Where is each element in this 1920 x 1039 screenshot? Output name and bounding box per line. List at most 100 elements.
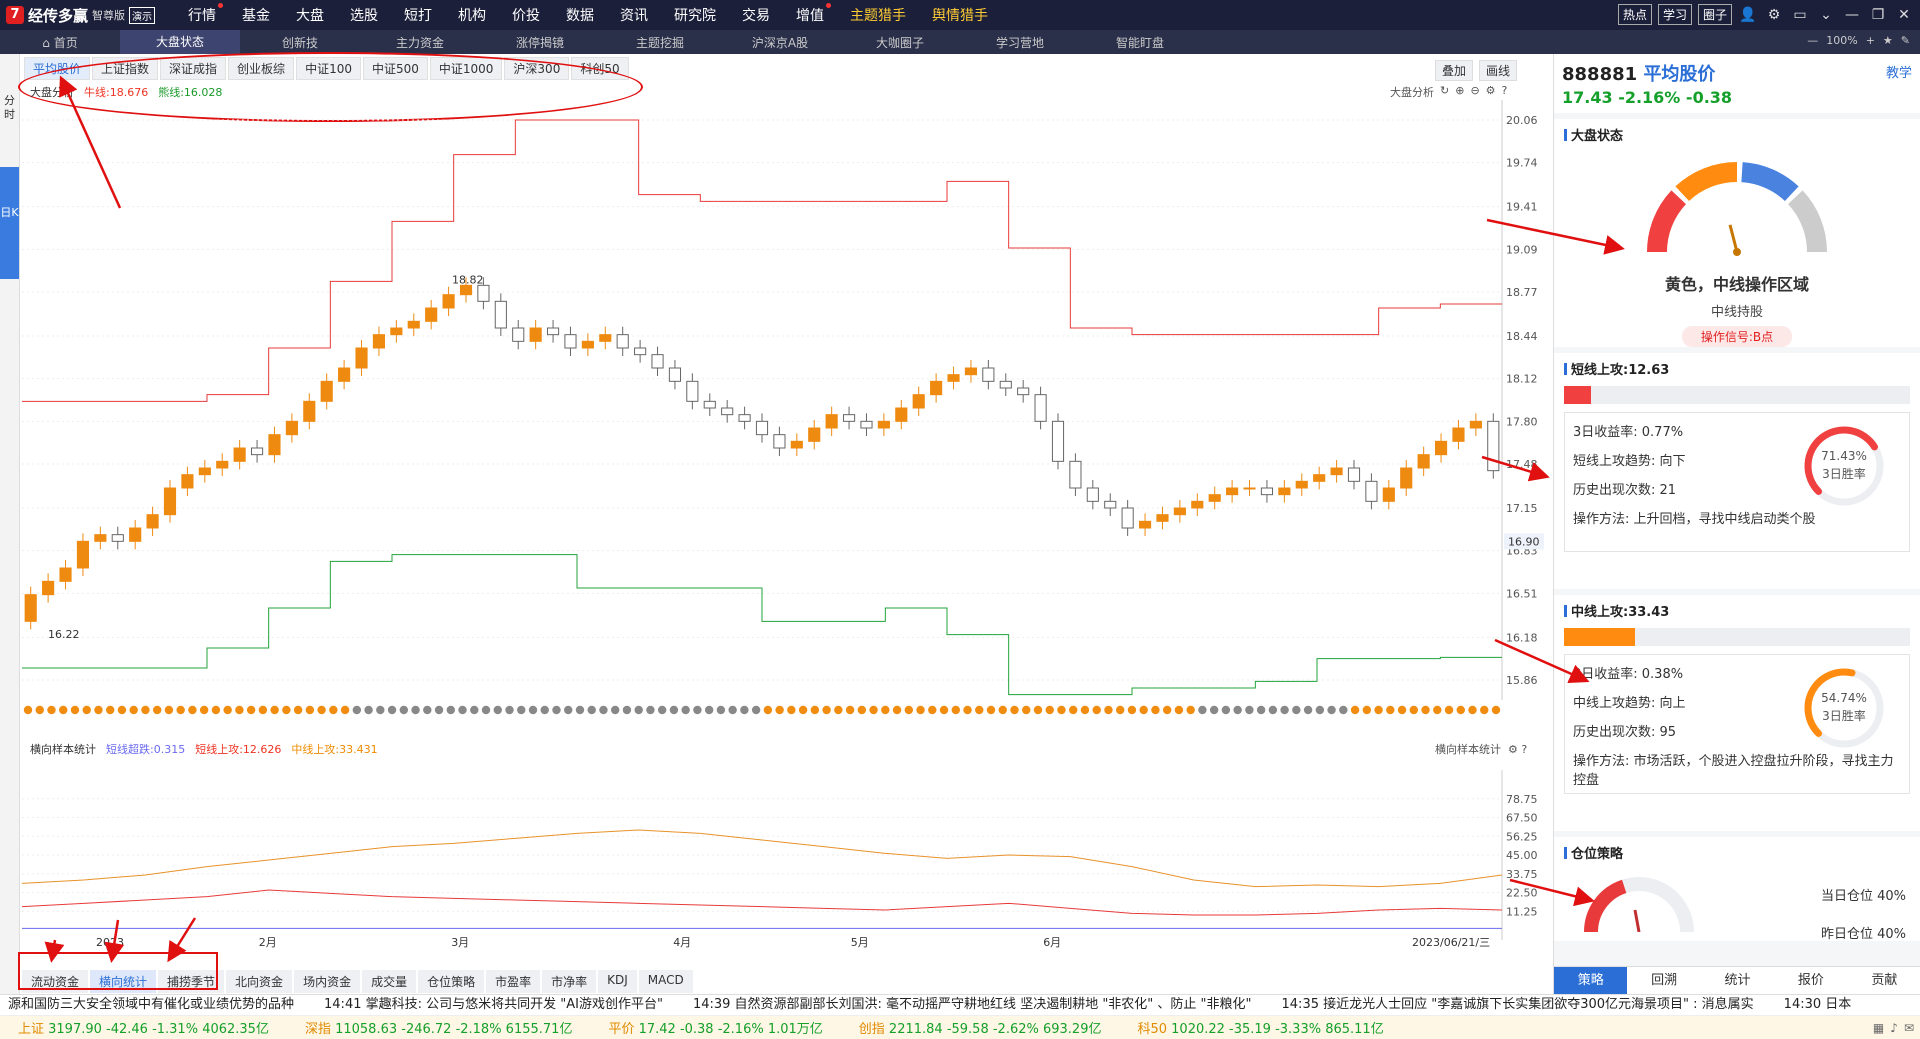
chevron-down-icon[interactable]: ⌄ [1820, 6, 1832, 23]
menu-item-8[interactable]: 资讯 [620, 8, 648, 24]
mid-method: 操作方法: 市场活跃，个股进入控盘拉升阶段，寻找主力控盘 [1573, 754, 1894, 788]
sub-chart[interactable]: 78.75 67.50 56.25 45.00 33.75 22.50 11.25 2023 2… [22, 770, 1552, 950]
candle-body [930, 380, 943, 396]
candle-body [425, 307, 438, 322]
tab-9[interactable]: 智能盯盘 [1115, 35, 1164, 50]
restore-icon[interactable]: ❐ [1871, 6, 1885, 23]
close-icon[interactable]: ✕ [1898, 6, 1910, 23]
signal-dot [916, 705, 925, 715]
signal-dot [681, 705, 690, 715]
tab-6[interactable]: 沪深京A股 [751, 35, 809, 50]
y-axis-label: 18.44 [1506, 330, 1538, 343]
menu-item-1[interactable]: 基金 [242, 8, 270, 24]
help-icon[interactable]: ? [1521, 743, 1528, 756]
status-index-3[interactable]: 创指 2211.84 -59.58 -2.62% 693.29亿 [841, 1018, 1120, 1037]
gear-icon[interactable]: ⚙ [1508, 743, 1518, 756]
market-state-card: 大盘状态 黄色，中线操作区域 中线持股 操作信号:B点 [1554, 119, 1920, 347]
zoom-out-icon[interactable]: — [1807, 34, 1819, 47]
menu-item-2[interactable]: 大盘 [296, 8, 324, 24]
period-daily[interactable]: 日K [0, 167, 19, 279]
indicator-tab-1[interactable]: 横向统计 [90, 970, 157, 993]
menu-item-4[interactable]: 短打 [404, 8, 432, 24]
indicator-tab-4[interactable]: 场内资金 [294, 970, 361, 993]
candle-body [842, 414, 856, 422]
gauge-pivot [1733, 248, 1741, 256]
indicator-tab-8[interactable]: 市净率 [542, 970, 597, 993]
draw-line-button[interactable]: 画线 [1479, 60, 1518, 81]
gear-icon[interactable]: ⚙ [1485, 84, 1496, 97]
help-icon[interactable]: ? [1501, 84, 1508, 97]
indicator-tab-6[interactable]: 仓位策略 [418, 970, 485, 993]
panel-tab-0[interactable]: 策略 [1554, 967, 1628, 994]
tab-2[interactable]: 创新技 [281, 35, 318, 50]
bell-icon[interactable]: ♪ [1890, 1020, 1898, 1035]
indicator-tab-2[interactable]: 捕捞季节 [158, 970, 225, 993]
panel-tab-3[interactable]: 报价 [1797, 973, 1824, 988]
message-icon[interactable]: ✉ [1903, 1020, 1914, 1035]
menu-item-9[interactable]: 研究院 [674, 8, 716, 24]
status-index-4[interactable]: 科50 1020.22 -35.19 -3.33% 865.11亿 [1119, 1018, 1401, 1037]
teach-link[interactable]: 教学 [1885, 66, 1912, 81]
indicator-tab-7[interactable]: 市盈率 [486, 970, 541, 993]
ticker-item[interactable]: 14:39 自然资源部副部长刘国洪: 毫不动摇严守耕地红线 坚决遏制耕地 "非农… [692, 997, 1252, 1012]
status-index-2[interactable]: 平价 17.42 -0.38 -2.16% 1.01万亿 [590, 1018, 840, 1037]
status-index-values: 1020.22 -35.19 -3.33% 865.11亿 [1171, 1022, 1384, 1037]
top-button-1[interactable]: 学习 [1657, 4, 1692, 25]
panel-tab-2[interactable]: 统计 [1724, 973, 1751, 988]
zoom-in-icon[interactable]: ⊕ [1455, 84, 1465, 97]
menu-item-3[interactable]: 选股 [350, 8, 378, 24]
menu-item-0[interactable]: 行情 [175, 3, 229, 25]
ticker-item[interactable]: 源和国防三大安全领域中有催化或业绩优势的品种 [8, 997, 295, 1012]
overlay-button[interactable]: 叠加 [1435, 60, 1474, 81]
star-icon[interactable]: ★ [1882, 34, 1893, 47]
indicator-tab-3[interactable]: 北向资金 [226, 970, 293, 993]
period-intraday[interactable]: 分时 [4, 94, 15, 121]
menu-item-11[interactable]: 增值 [783, 3, 837, 25]
tab-0[interactable]: ⌂ 首页 [42, 35, 78, 50]
window-icon[interactable]: ▭ [1793, 6, 1807, 23]
pin-icon[interactable]: ✎ [1900, 34, 1910, 47]
panel-tab-1[interactable]: 回溯 [1651, 973, 1678, 988]
minimize-icon[interactable]: — [1845, 6, 1859, 23]
indicator-tab-9[interactable]: KDJ [598, 970, 637, 993]
indicator-tab-5[interactable]: 成交量 [362, 970, 417, 993]
ticker-item[interactable]: 14:30 日本 [1783, 997, 1852, 1012]
top-button-0[interactable]: 热点 [1617, 4, 1652, 25]
menu-item-5[interactable]: 机构 [458, 8, 486, 24]
signal-dot [246, 705, 256, 715]
ticker-item[interactable]: 14:41 掌趣科技: 公司与悠米将共同开发 "AI游戏创作平台" [324, 997, 663, 1012]
security-diff: -0.38 [1685, 88, 1733, 107]
zoom-in-icon[interactable]: + [1865, 34, 1875, 47]
menu-item-13[interactable]: 舆情猎手 [932, 8, 988, 24]
app-logo: 7 经传多赢 智尊版 演示 [0, 5, 175, 26]
candle-body [1104, 500, 1117, 509]
user-icon[interactable]: 👤 [1739, 6, 1757, 23]
signal-dot [1233, 705, 1242, 715]
tab-8[interactable]: 学习营地 [995, 35, 1044, 50]
status-index-0[interactable]: 上证 3197.90 -42.46 -1.31% 4062.35亿 [0, 1018, 287, 1037]
top-button-2[interactable]: 圈子 [1697, 4, 1732, 25]
menu-item-12[interactable]: 主题猎手 [850, 8, 906, 24]
menu-item-7[interactable]: 数据 [566, 8, 594, 24]
indicator-tab-0[interactable]: 流动资金 [22, 970, 89, 993]
menu-item-10[interactable]: 交易 [742, 8, 770, 24]
tab-5[interactable]: 主题挖掘 [635, 35, 684, 50]
news-ticker[interactable]: 源和国防三大安全领域中有催化或业绩优势的品种 14:41 掌趣科技: 公司与悠米将… [0, 994, 1920, 1014]
gauge-segment [1741, 162, 1799, 202]
layout-icon[interactable]: ▦ [1872, 1020, 1885, 1035]
menu-item-6[interactable]: 价投 [512, 8, 540, 24]
tab-7[interactable]: 大咖圈子 [875, 35, 924, 50]
tab-1[interactable]: 大盘状态 [120, 30, 240, 54]
indicator-tab-10[interactable]: MACD [638, 970, 693, 993]
main-chart[interactable]: 20.06 19.74 19.41 19.09 18.77 18.44 18.12 17.80… [22, 100, 1552, 730]
panel-tab-4[interactable]: 贡献 [1871, 973, 1898, 988]
tab-3[interactable]: 主力资金 [395, 35, 444, 50]
gear-icon[interactable]: ⚙ [1767, 6, 1781, 23]
zoom-out-icon[interactable]: ⊖ [1470, 84, 1480, 97]
ticker-item[interactable]: 14:35 接近龙光人士回应 "李嘉诚旗下长实集团欲夺300亿元海景项目" : … [1281, 997, 1754, 1012]
status-index-1[interactable]: 深指 11058.63 -246.72 -2.18% 6155.71亿 [287, 1018, 591, 1037]
tab-4[interactable]: 涨停揭镜 [515, 35, 564, 50]
analysis-toggle[interactable]: 大盘分析 [30, 86, 74, 99]
signal-dot [129, 705, 138, 715]
refresh-icon[interactable]: ↻ [1440, 84, 1450, 97]
